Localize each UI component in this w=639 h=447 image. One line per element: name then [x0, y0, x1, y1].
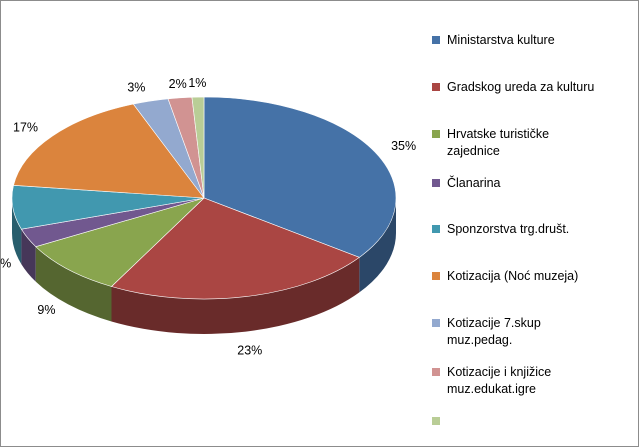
legend-item-gradskog-ureda: Gradskog ureda za kulturu: [432, 79, 597, 96]
pie-slice-0: [203, 96, 397, 258]
data-label-1: 23%: [237, 343, 262, 357]
pie-slice-8: [191, 96, 205, 199]
data-label-6: 3%: [127, 81, 145, 95]
pie-slice-side-1: [111, 257, 360, 334]
legend-label: Gradskog ureda za kulturu: [447, 80, 595, 94]
legend-swatch: [432, 417, 440, 425]
legend-item-kotizacije-skup: Kotizacije 7.skup muz.pedag.: [432, 315, 597, 349]
pie-slice-side-3: [21, 229, 36, 282]
legend-swatch: [432, 130, 440, 138]
legend-swatch: [432, 272, 440, 280]
data-label-8: 1%: [188, 76, 206, 90]
legend-label: Kotizacija (Noć muzeja): [447, 269, 579, 283]
legend-swatch: [432, 225, 440, 233]
legend-item-sponzorstva: Sponzorstva trg.društ.: [432, 221, 597, 238]
legend-swatch: [432, 36, 440, 44]
legend-label: Kotizacije i knjižice muz.edukat.igre: [447, 365, 552, 396]
legend-label: Članarina: [447, 176, 501, 190]
legend-swatch: [432, 179, 440, 187]
data-label-5: 17%: [13, 121, 38, 135]
pie-slice-side-2: [35, 246, 112, 322]
legend-label: Kotizacije 7.skup muz.pedag.: [447, 316, 541, 347]
legend-item-ministarstva-kulture: Ministarstva kulture: [432, 32, 597, 49]
legend-label: Ministarstva kulture: [447, 33, 555, 47]
pie-slice-1: [110, 197, 360, 300]
pie-slice-side-0: [359, 198, 396, 293]
legend-swatch: [432, 83, 440, 91]
data-label-0: 35%: [391, 139, 416, 153]
legend-swatch: [432, 368, 440, 376]
data-label-2: 9%: [37, 303, 55, 317]
data-label-3: 3%: [0, 257, 11, 271]
legend-label: Sponzorstva trg.društ.: [447, 222, 570, 236]
legend-swatch: [432, 319, 440, 327]
pie-slice-5: [13, 103, 205, 199]
legend-item-unlabeled: [432, 413, 597, 425]
legend-item-hrvatske-turisticke: Hrvatske turističke zajednice: [432, 126, 597, 160]
legend: Ministarstva kulture Gradskog ureda za k…: [432, 0, 632, 445]
legend-item-kotizacije-knjizice: Kotizacije i knjižice muz.edukat.igre: [432, 364, 597, 398]
legend-label: Hrvatske turističke zajednice: [447, 127, 550, 158]
legend-item-clanarina: Članarina: [432, 175, 597, 192]
data-label-7: 2%: [169, 77, 187, 91]
pie-slice-2: [35, 197, 205, 287]
legend-item-kotizacija-noc-muzeja: Kotizacija (Noć muzeja): [432, 268, 597, 285]
